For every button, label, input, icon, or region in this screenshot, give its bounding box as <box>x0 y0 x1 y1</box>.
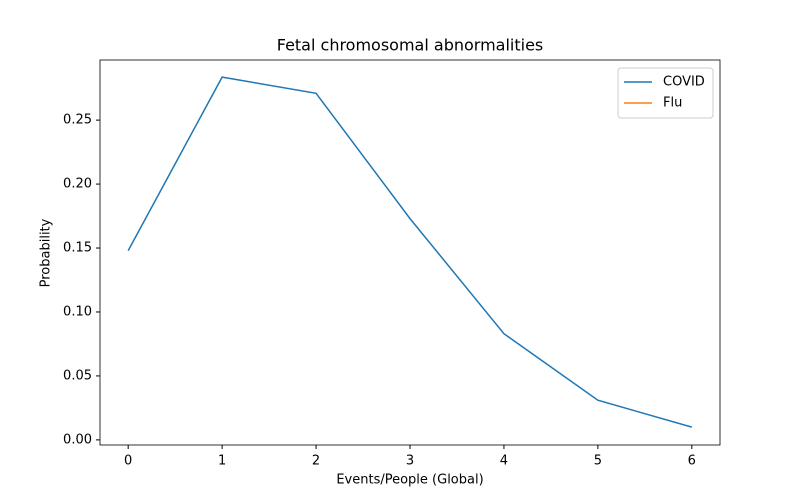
legend-label: Flu <box>663 96 682 111</box>
x-tick-label: 6 <box>688 454 696 469</box>
x-tick-label: 4 <box>500 454 508 469</box>
x-axis-label: Events/People (Global) <box>336 473 483 488</box>
legend-label: COVID <box>663 75 705 90</box>
y-tick-label: 0.00 <box>63 432 92 447</box>
y-tick-label: 0.05 <box>63 368 92 383</box>
plot-frame <box>99 59 721 446</box>
y-tick-label: 0.15 <box>63 241 92 256</box>
x-tick-label: 1 <box>218 454 226 469</box>
x-tick-label: 2 <box>312 454 320 469</box>
y-axis-label: Probability <box>39 218 54 287</box>
x-tick-label: 0 <box>124 454 132 469</box>
data-line <box>127 76 693 428</box>
y-tick-label: 0.20 <box>63 177 92 192</box>
chart-title: Fetal chromosomal abnormalities <box>277 36 544 55</box>
y-tick-label: 0.25 <box>63 113 92 128</box>
x-tick-label: 5 <box>594 454 602 469</box>
y-tick-label: 0.10 <box>63 304 92 319</box>
x-tick-label: 3 <box>406 454 414 469</box>
legend-box <box>617 67 714 119</box>
